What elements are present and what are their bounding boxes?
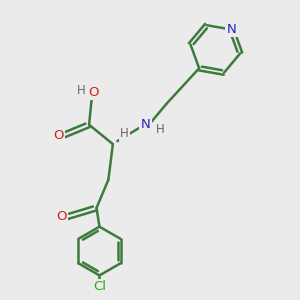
Text: N: N: [141, 118, 150, 131]
Text: H: H: [156, 123, 165, 136]
Text: N: N: [227, 23, 236, 36]
Text: H: H: [77, 84, 86, 97]
Text: O: O: [53, 129, 64, 142]
Text: O: O: [88, 85, 99, 98]
Text: O: O: [56, 210, 67, 224]
Text: H: H: [120, 127, 128, 140]
Text: Cl: Cl: [93, 280, 106, 293]
